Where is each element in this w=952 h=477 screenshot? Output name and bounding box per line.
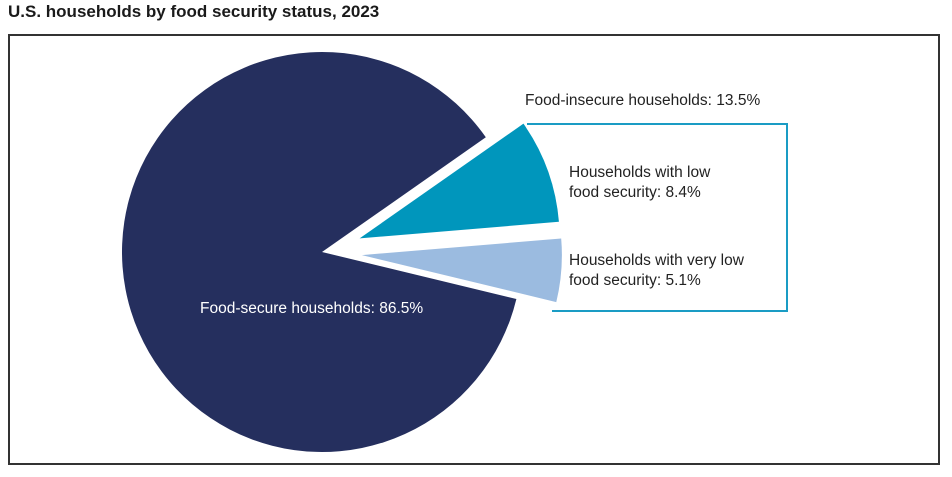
pie-slice-households-with-low-food-security (359, 123, 559, 239)
food-insecure-group-label: Food-insecure households: 13.5% (525, 92, 761, 109)
food-secure-label: Food-secure households: 86.5% (200, 300, 424, 317)
chart-frame (8, 34, 940, 465)
very-low-food-security-label: Households with very low food security: … (569, 251, 744, 291)
food-insecure-bracket (527, 123, 788, 312)
low-label-line-1: Households with low (569, 164, 711, 181)
chart-title: U.S. households by food security status,… (8, 2, 380, 21)
low-label-line-2: food security: 8.4% (569, 184, 701, 201)
low-food-security-label: Households with low food security: 8.4% (569, 163, 710, 203)
pie-slice-food-secure-households (121, 52, 517, 452)
pie-slice-households-with-very-low-food-security (361, 238, 562, 303)
very-low-label-line-1: Households with very low (569, 252, 744, 269)
very-low-label-line-2: food security: 5.1% (569, 272, 701, 289)
